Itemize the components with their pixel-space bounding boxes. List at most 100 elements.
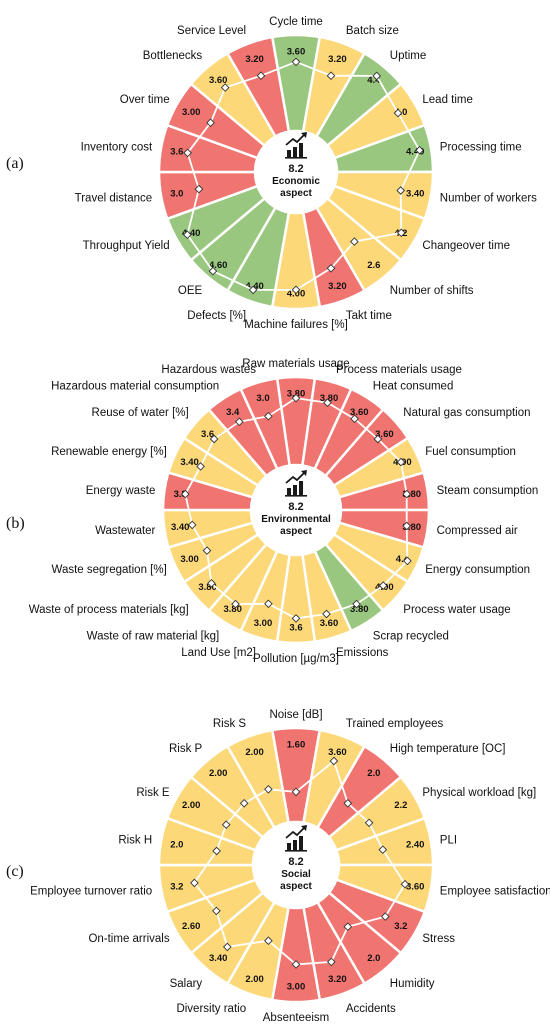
category-label-defects: Defects [%] <box>187 310 246 322</box>
value-label: 2.60 <box>182 921 201 932</box>
value-marker <box>350 414 359 424</box>
value-label: 3.80 <box>198 582 217 593</box>
value-marker <box>222 942 232 952</box>
category-label-stress: Stress <box>422 933 455 945</box>
value-label: 3.00 <box>254 618 273 629</box>
value-marker <box>264 936 273 946</box>
value-marker <box>264 411 273 421</box>
value-marker <box>400 879 410 889</box>
chart-growth-icon <box>285 470 307 497</box>
value-label: 3.20 <box>328 54 347 65</box>
value-label: 1.60 <box>287 740 306 751</box>
value-marker <box>194 184 204 194</box>
category-label-bottlenecks: Bottlenecks <box>143 50 203 62</box>
value-marker <box>403 556 412 566</box>
value-marker <box>234 417 244 427</box>
sector-service-level <box>225 35 291 139</box>
value-label: 4.4 <box>396 554 410 565</box>
value-marker <box>291 787 301 797</box>
value-marker <box>206 118 215 128</box>
category-label-high-temperature-oc: High temperature [OC] <box>390 743 506 755</box>
category-label-lead-time: Lead time <box>422 94 473 106</box>
value-label: 3.60 <box>209 75 228 86</box>
value-marker <box>372 71 382 81</box>
category-label-batch-size: Batch size <box>346 25 399 37</box>
value-label: 3.60 <box>350 407 369 418</box>
category-label-risk-s: Risk S <box>213 718 247 730</box>
value-marker <box>291 614 301 623</box>
value-label: 3.40 <box>209 953 228 964</box>
category-label-energy-waste: Energy waste <box>86 485 156 497</box>
panel-label: (a) <box>6 155 24 172</box>
category-label-scrap-recycled: Scrap recycled <box>373 631 449 643</box>
value-marker <box>329 756 339 766</box>
center-title-line: aspect <box>280 881 312 892</box>
value-marker <box>396 186 406 195</box>
category-label-over-time: Over time <box>120 94 170 106</box>
value-label: 2.00 <box>182 800 201 811</box>
category-label-steam-consumption: Steam consumption <box>437 485 539 497</box>
value-label: 2.0 <box>367 953 380 964</box>
value-label: 3.6 <box>170 147 183 158</box>
category-label-energy-consumption: Energy consumption <box>425 564 530 576</box>
value-label: 4.40 <box>245 281 264 292</box>
value-marker <box>212 906 221 916</box>
value-marker <box>239 798 249 808</box>
value-marker <box>378 581 388 590</box>
category-label-hazardous-wastes: Hazardous wastes <box>161 364 256 376</box>
category-label-number-of-workers: Number of workers <box>440 192 537 204</box>
value-marker <box>180 489 190 499</box>
category-label-uptime: Uptime <box>390 50 426 62</box>
value-label: 3.00 <box>287 982 306 993</box>
value-label: 4.40 <box>406 147 425 158</box>
category-label-pli: PLI <box>440 835 457 847</box>
category-label-risk-h: Risk H <box>118 835 152 847</box>
value-label: 3.8 <box>174 489 187 500</box>
center-title-line: aspect <box>280 526 312 537</box>
environmental-aspect-chart: (b) 3.80 Raw materials usage 3.80 Process ma… <box>6 358 538 665</box>
value-label: 2.00 <box>245 747 264 758</box>
category-label-process-water-usage: Process water usage <box>403 604 510 616</box>
value-marker <box>220 83 230 92</box>
panel-label: (b) <box>6 515 25 532</box>
category-label-risk-p: Risk P <box>169 743 203 755</box>
value-label: 3.60 <box>320 618 339 629</box>
value-label: 3.40 <box>406 189 425 200</box>
value-marker <box>291 57 301 67</box>
value-label: 3.00 <box>180 554 199 565</box>
value-label: 3.60 <box>287 47 306 58</box>
category-label-renewable-energy: Renewable energy [%] <box>51 446 167 458</box>
value-label: 2.0 <box>170 840 183 851</box>
value-label: 4.60 <box>209 260 228 271</box>
sector-hazardous-wastes <box>239 376 292 471</box>
value-marker <box>396 457 406 467</box>
value-marker <box>264 599 273 609</box>
category-label-service-level: Service Level <box>177 25 246 37</box>
value-label: 2.00 <box>245 974 264 985</box>
value-label: 4.40 <box>182 228 201 239</box>
value-marker <box>291 960 301 969</box>
category-label-noise-db: Noise [dB] <box>269 709 322 721</box>
center-score: 8.2 <box>288 501 303 513</box>
value-marker <box>352 599 361 609</box>
value-marker <box>415 145 424 155</box>
category-label-humidity: Humidity <box>390 978 435 990</box>
category-label-wastewater: Wastewater <box>95 525 155 537</box>
value-marker <box>248 285 258 295</box>
value-label: 3.80 <box>320 393 339 404</box>
value-marker <box>393 108 403 118</box>
center-title-line: Social <box>281 869 311 880</box>
value-marker <box>291 285 301 295</box>
value-label: 2.00 <box>209 768 228 779</box>
value-marker <box>208 266 218 276</box>
value-marker <box>207 578 216 588</box>
category-label-oee: OEE <box>178 285 203 297</box>
category-label-inventory-cost: Inventory cost <box>81 142 153 154</box>
category-label-cycle-time: Cycle time <box>269 16 323 28</box>
value-marker <box>221 820 231 830</box>
value-marker <box>402 489 412 499</box>
value-marker <box>326 263 336 273</box>
category-label-trained-employees: Trained employees <box>346 718 444 730</box>
category-label-accidents: Accidents <box>346 1003 396 1015</box>
